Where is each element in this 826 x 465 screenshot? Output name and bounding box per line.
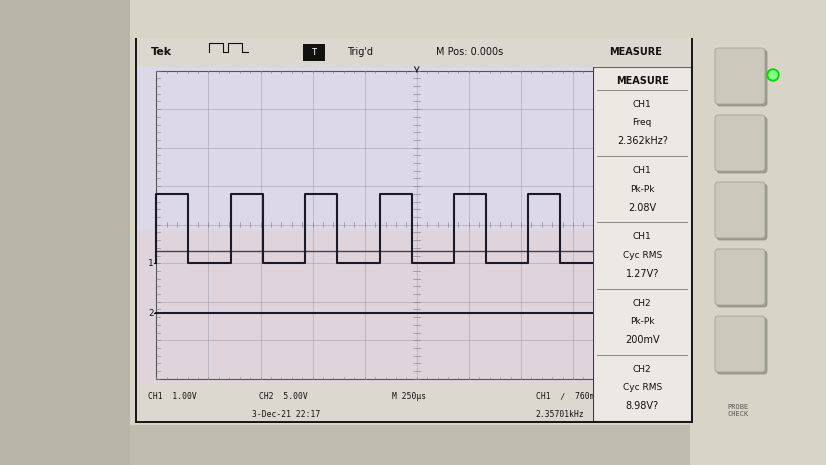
Text: CH1: CH1 xyxy=(633,166,652,175)
FancyBboxPatch shape xyxy=(717,117,767,173)
Text: CH2: CH2 xyxy=(633,365,652,374)
Text: M Pos: 0.000s: M Pos: 0.000s xyxy=(436,47,503,57)
Text: 1: 1 xyxy=(148,259,154,268)
FancyBboxPatch shape xyxy=(715,48,765,104)
FancyBboxPatch shape xyxy=(717,318,767,374)
Bar xyxy=(130,425,690,465)
Text: CH1: CH1 xyxy=(633,232,652,241)
FancyBboxPatch shape xyxy=(715,182,765,238)
Text: Freq: Freq xyxy=(633,119,652,127)
Text: CH1  1.00V: CH1 1.00V xyxy=(148,392,197,401)
Text: Pk-Pk: Pk-Pk xyxy=(630,185,654,193)
Text: CH2  5.00V: CH2 5.00V xyxy=(259,392,307,401)
Text: 2.35701kHz: 2.35701kHz xyxy=(536,410,585,418)
Text: 8.98V?: 8.98V? xyxy=(625,401,659,412)
Text: CH1  ∕  760mV: CH1 ∕ 760mV xyxy=(536,392,599,401)
Text: CH2: CH2 xyxy=(633,299,652,307)
FancyBboxPatch shape xyxy=(717,184,767,240)
FancyBboxPatch shape xyxy=(717,251,767,307)
Circle shape xyxy=(769,71,777,79)
FancyBboxPatch shape xyxy=(715,316,765,372)
Text: MEASURE: MEASURE xyxy=(609,47,662,57)
Bar xyxy=(137,230,691,421)
Text: 3-Dec-21 22:17: 3-Dec-21 22:17 xyxy=(253,410,320,418)
Bar xyxy=(156,71,677,379)
Text: Tek: Tek xyxy=(151,47,172,57)
Circle shape xyxy=(767,69,779,81)
Text: Pk-Pk: Pk-Pk xyxy=(630,317,654,326)
FancyBboxPatch shape xyxy=(715,115,765,171)
Text: Cyc RMS: Cyc RMS xyxy=(623,383,662,392)
Bar xyxy=(0,0,130,465)
Text: Cyc RMS: Cyc RMS xyxy=(623,251,662,260)
Text: 200mV: 200mV xyxy=(625,335,659,345)
Text: T: T xyxy=(311,48,317,57)
Bar xyxy=(135,38,693,423)
Text: 2: 2 xyxy=(148,309,154,318)
Bar xyxy=(137,38,691,66)
Text: Trig'd: Trig'd xyxy=(348,47,373,57)
Bar xyxy=(690,0,826,465)
Bar xyxy=(303,44,325,61)
Text: ◄: ◄ xyxy=(680,152,687,162)
Text: 2.362kHz?: 2.362kHz? xyxy=(617,136,667,146)
FancyBboxPatch shape xyxy=(715,249,765,305)
Text: MEASURE: MEASURE xyxy=(616,76,669,86)
Text: 2.08V: 2.08V xyxy=(629,203,657,213)
Bar xyxy=(137,383,691,421)
Text: M 250μs: M 250μs xyxy=(392,392,426,401)
Text: 1.27V?: 1.27V? xyxy=(625,269,659,279)
FancyBboxPatch shape xyxy=(717,50,767,106)
Text: PROBE
CHECK: PROBE CHECK xyxy=(728,404,748,417)
Text: CH1: CH1 xyxy=(633,100,652,109)
